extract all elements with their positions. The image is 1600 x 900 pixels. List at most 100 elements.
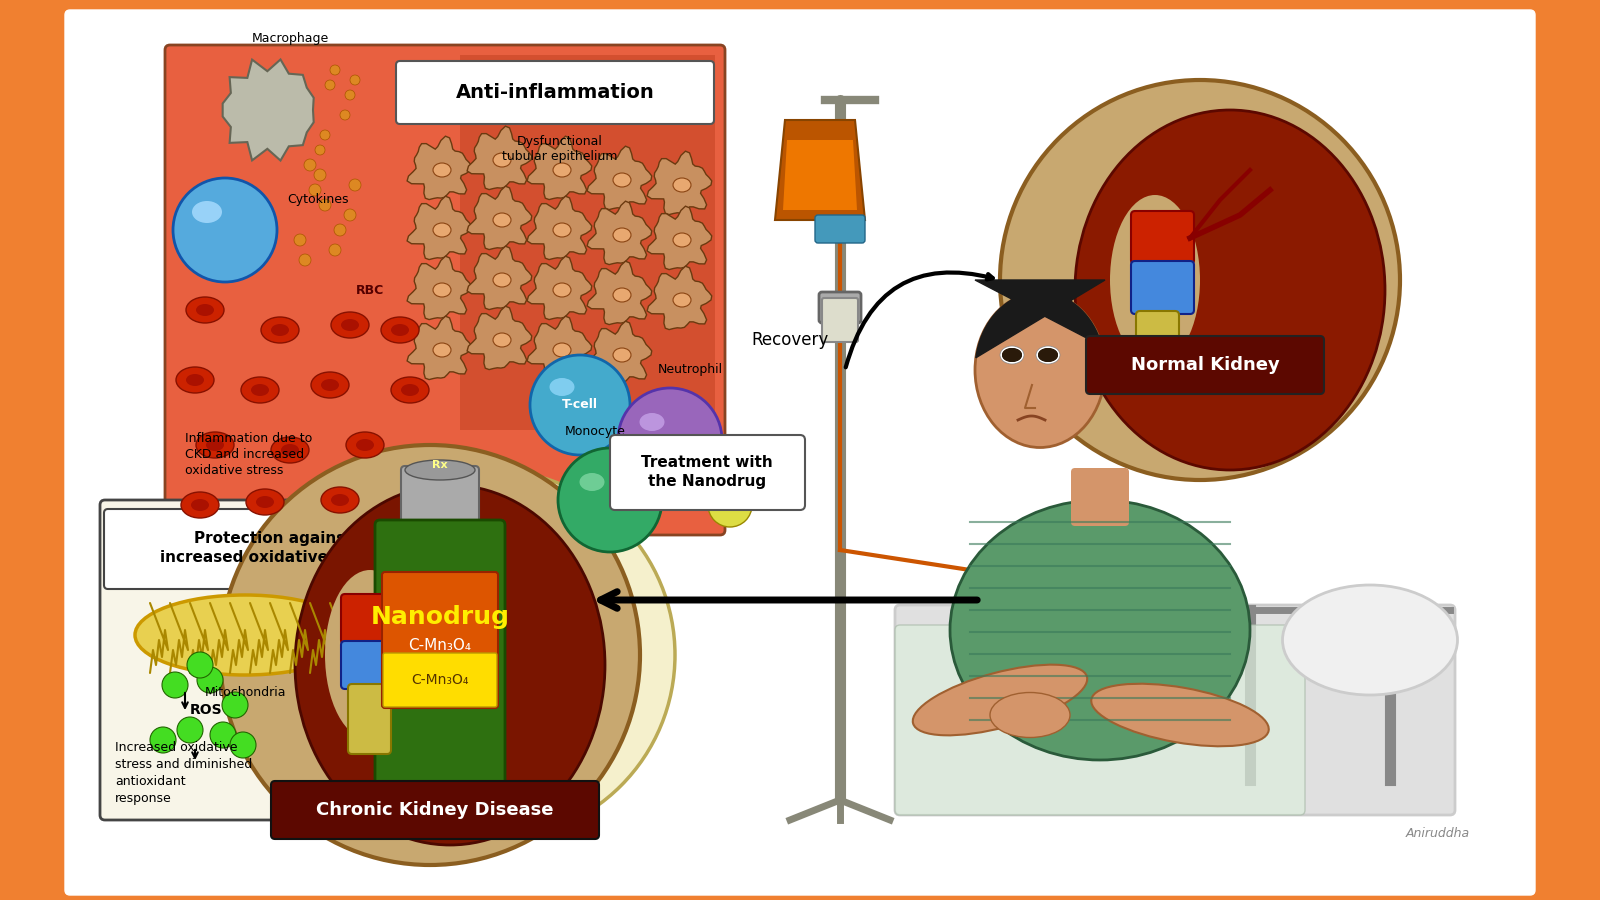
- Polygon shape: [406, 256, 472, 320]
- Text: Rx: Rx: [432, 460, 448, 470]
- Polygon shape: [774, 120, 866, 220]
- Ellipse shape: [134, 595, 355, 675]
- Text: Normal Kidney: Normal Kidney: [1131, 356, 1280, 374]
- Ellipse shape: [195, 304, 214, 316]
- Circle shape: [210, 722, 237, 748]
- Ellipse shape: [1037, 346, 1059, 364]
- Circle shape: [1000, 80, 1400, 480]
- Ellipse shape: [950, 500, 1250, 760]
- Circle shape: [315, 145, 325, 155]
- Ellipse shape: [674, 233, 691, 247]
- Circle shape: [162, 672, 189, 698]
- Polygon shape: [587, 202, 651, 265]
- Ellipse shape: [355, 439, 374, 451]
- Ellipse shape: [346, 432, 384, 458]
- FancyBboxPatch shape: [402, 466, 478, 529]
- Circle shape: [222, 692, 248, 718]
- Ellipse shape: [190, 499, 210, 511]
- Polygon shape: [587, 321, 651, 384]
- Circle shape: [221, 445, 640, 865]
- FancyBboxPatch shape: [1086, 336, 1325, 394]
- Ellipse shape: [434, 343, 451, 357]
- Text: RBC: RBC: [355, 284, 384, 296]
- Text: Neutrophil: Neutrophil: [658, 364, 723, 376]
- Text: Protection against
increased oxidative stress: Protection against increased oxidative s…: [160, 531, 386, 565]
- Circle shape: [230, 732, 256, 758]
- Polygon shape: [782, 140, 858, 210]
- Polygon shape: [646, 266, 712, 329]
- Polygon shape: [587, 146, 651, 210]
- Polygon shape: [526, 316, 592, 380]
- Ellipse shape: [640, 413, 664, 431]
- Polygon shape: [467, 126, 531, 190]
- FancyBboxPatch shape: [822, 298, 858, 342]
- FancyBboxPatch shape: [894, 625, 1306, 815]
- Ellipse shape: [325, 570, 414, 740]
- Ellipse shape: [1283, 585, 1458, 695]
- Polygon shape: [646, 206, 712, 270]
- FancyBboxPatch shape: [104, 509, 442, 589]
- Text: Anti-inflammation: Anti-inflammation: [456, 83, 654, 102]
- Ellipse shape: [322, 487, 358, 513]
- Circle shape: [178, 717, 203, 743]
- Text: ROS: ROS: [190, 703, 222, 717]
- Polygon shape: [467, 247, 531, 310]
- Ellipse shape: [331, 494, 349, 506]
- Polygon shape: [526, 196, 592, 259]
- Polygon shape: [526, 256, 592, 320]
- Ellipse shape: [579, 473, 605, 491]
- Ellipse shape: [613, 288, 630, 302]
- Ellipse shape: [176, 367, 214, 393]
- Ellipse shape: [1000, 346, 1024, 364]
- FancyBboxPatch shape: [165, 45, 725, 535]
- FancyBboxPatch shape: [397, 61, 714, 124]
- Circle shape: [350, 75, 360, 85]
- Ellipse shape: [246, 489, 285, 515]
- Polygon shape: [222, 59, 314, 160]
- Ellipse shape: [261, 317, 299, 343]
- Ellipse shape: [493, 333, 510, 347]
- Text: C-Mn₃O₄: C-Mn₃O₄: [411, 673, 469, 687]
- Ellipse shape: [674, 293, 691, 307]
- FancyBboxPatch shape: [1070, 468, 1130, 526]
- Ellipse shape: [256, 496, 274, 508]
- Circle shape: [558, 448, 662, 552]
- Text: Aniruddha: Aniruddha: [1406, 827, 1470, 840]
- Circle shape: [150, 727, 176, 753]
- Polygon shape: [587, 261, 651, 325]
- Ellipse shape: [294, 485, 605, 845]
- Ellipse shape: [613, 348, 630, 362]
- FancyBboxPatch shape: [1131, 261, 1194, 314]
- Text: Recovery: Recovery: [752, 331, 829, 349]
- Ellipse shape: [186, 374, 205, 386]
- Ellipse shape: [554, 343, 571, 357]
- Ellipse shape: [613, 228, 630, 242]
- Ellipse shape: [390, 324, 410, 336]
- Ellipse shape: [341, 319, 358, 331]
- Text: Increased oxidative
stress and diminished
antioxidant
response: Increased oxidative stress and diminishe…: [115, 741, 253, 805]
- Text: Treatment with
the Nanodrug: Treatment with the Nanodrug: [642, 455, 773, 489]
- Ellipse shape: [242, 377, 278, 403]
- Circle shape: [318, 199, 331, 211]
- Circle shape: [349, 179, 362, 191]
- Polygon shape: [406, 136, 472, 200]
- Text: C-Mn₃O₄: C-Mn₃O₄: [408, 637, 472, 652]
- FancyBboxPatch shape: [610, 435, 805, 510]
- Ellipse shape: [390, 377, 429, 403]
- Circle shape: [339, 110, 350, 120]
- Polygon shape: [406, 196, 472, 259]
- Text: Dysfunctional
tubular epithelium: Dysfunctional tubular epithelium: [502, 135, 618, 163]
- Ellipse shape: [493, 273, 510, 287]
- Circle shape: [530, 355, 630, 455]
- FancyBboxPatch shape: [349, 684, 390, 754]
- Ellipse shape: [434, 223, 451, 237]
- Circle shape: [330, 65, 339, 75]
- Polygon shape: [974, 280, 1106, 358]
- Text: Macrophage: Macrophage: [251, 32, 328, 45]
- Ellipse shape: [402, 384, 419, 396]
- Ellipse shape: [310, 372, 349, 398]
- Polygon shape: [467, 186, 531, 249]
- Circle shape: [707, 483, 752, 527]
- Ellipse shape: [181, 492, 219, 518]
- Ellipse shape: [331, 312, 370, 338]
